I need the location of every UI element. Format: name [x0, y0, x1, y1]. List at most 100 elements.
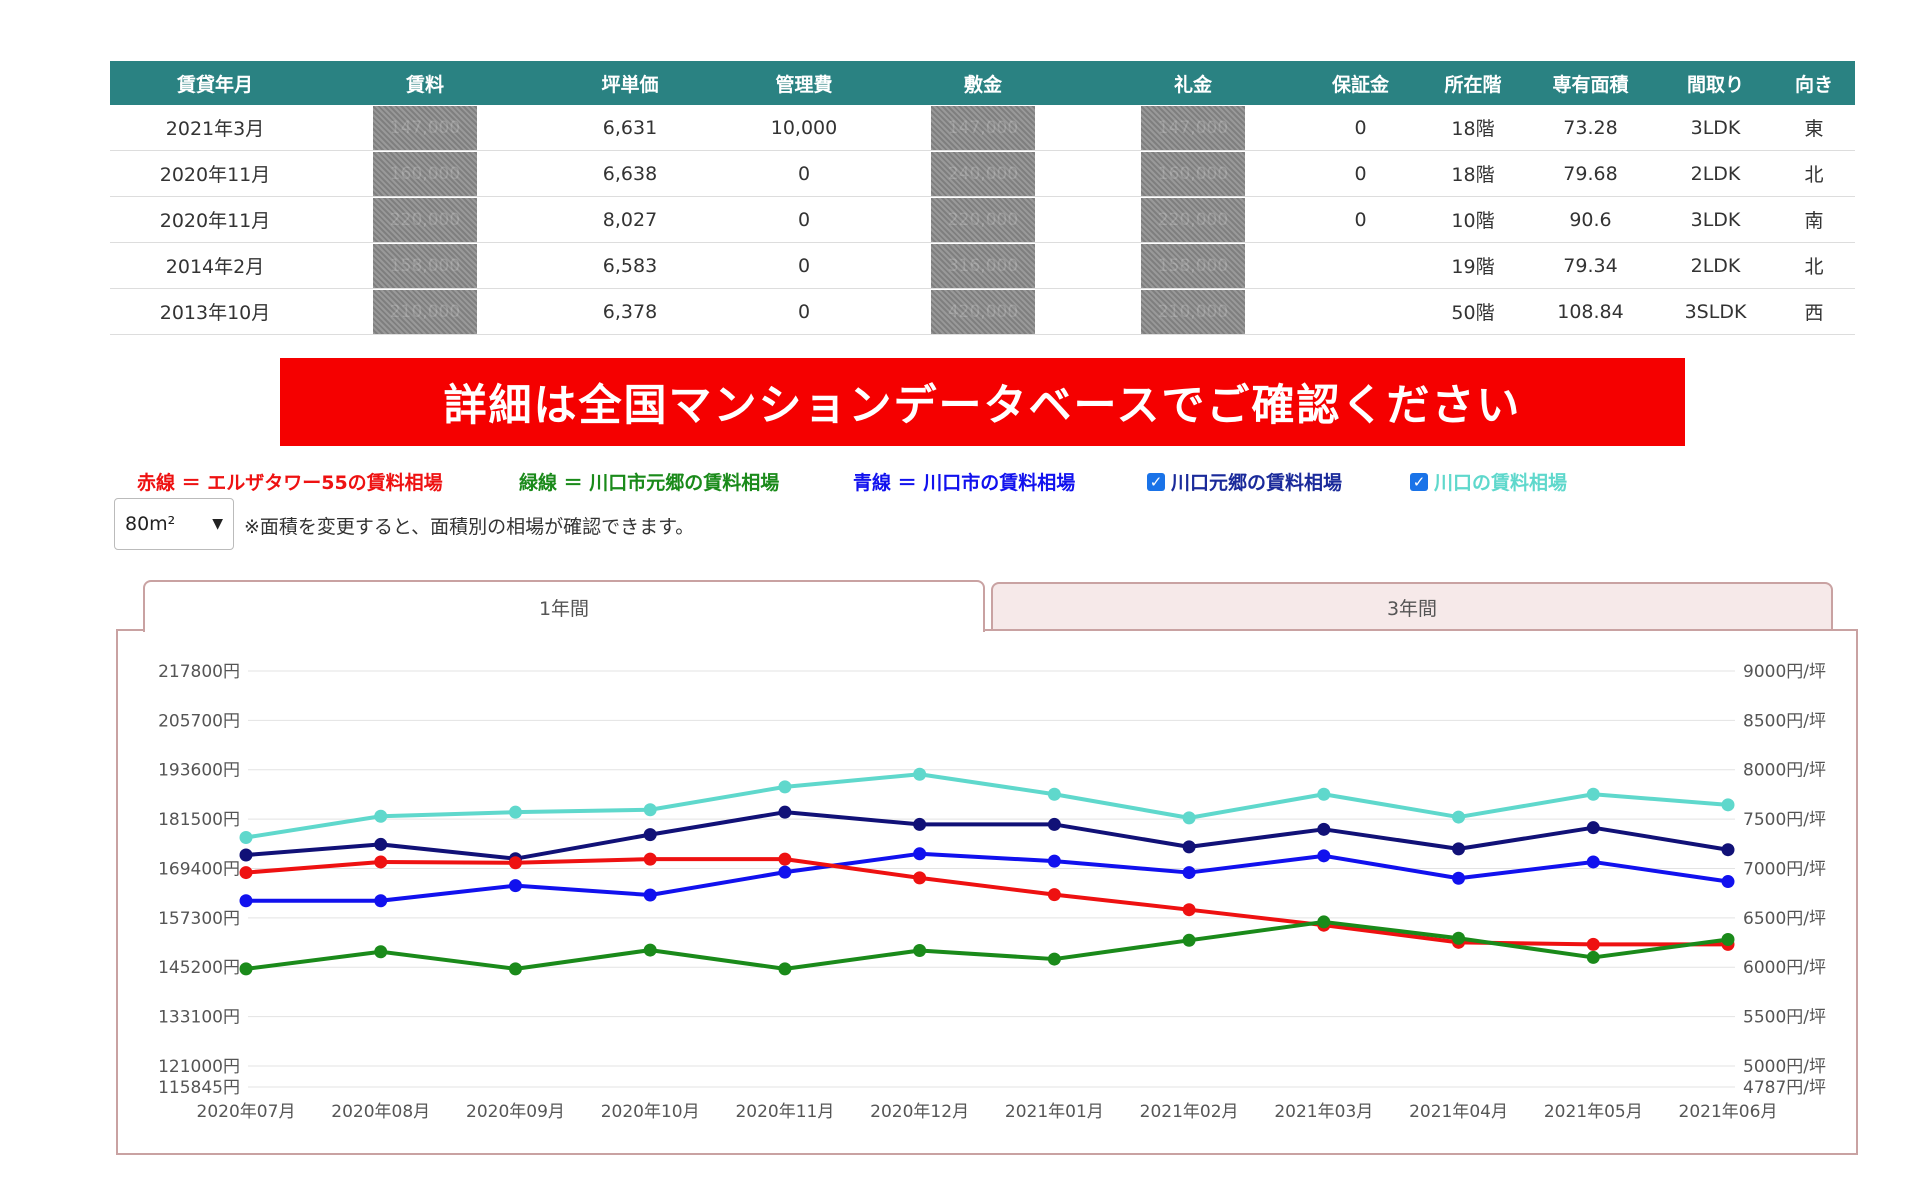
col-header: 管理費 — [730, 61, 878, 105]
data-point-turquoise — [508, 805, 522, 819]
right-tick-label: 7500円/坪 — [1743, 810, 1826, 830]
left-tick-label: 217800円 — [158, 662, 240, 682]
data-point-navy — [1182, 840, 1196, 854]
area-select[interactable]: 80m² ▼ — [114, 498, 234, 550]
direction: 西 — [1773, 288, 1855, 335]
x-tick-label: 2020年08月 — [331, 1102, 430, 1122]
data-point-green — [778, 962, 792, 976]
data-point-blue — [374, 894, 388, 908]
data-point-navy — [1721, 843, 1735, 857]
left-tick-label: 205700円 — [158, 711, 240, 731]
left-tick-label: 169400円 — [158, 859, 240, 879]
right-tick-label: 5000円/坪 — [1743, 1057, 1826, 1077]
x-tick-label: 2020年07月 — [197, 1102, 296, 1122]
x-tick-label: 2021年03月 — [1274, 1102, 1373, 1122]
data-point-blue — [643, 888, 657, 902]
data-point-blue — [1182, 866, 1196, 880]
col-header: 敷金 — [878, 61, 1088, 105]
management-fee: 0 — [730, 196, 878, 243]
table-row: 2020年11月 220,000 8,027 0 220,000 220,000… — [110, 196, 1855, 243]
col-header: 専有面積 — [1523, 61, 1658, 105]
tab-three-year[interactable]: 3年間 — [991, 582, 1833, 630]
left-tick-label: 133100円 — [158, 1008, 240, 1028]
area: 90.6 — [1523, 196, 1658, 243]
toggle-motogo-series[interactable]: ✓ 川口元郷の賃料相場 — [1147, 468, 1342, 495]
rent-date: 2013年10月 — [110, 288, 320, 335]
deposit-masked: 316,000 — [931, 243, 1035, 288]
management-fee: 0 — [730, 242, 878, 289]
database-banner[interactable]: 詳細は全国マンションデータベースでご確認ください — [280, 358, 1685, 446]
deposit-masked: 220,000 — [931, 197, 1035, 242]
toggle-label: 川口の賃料相場 — [1434, 472, 1568, 494]
floor: 18階 — [1423, 150, 1523, 197]
data-point-turquoise — [1586, 787, 1600, 801]
management-fee: 0 — [730, 150, 878, 197]
data-point-green — [643, 943, 657, 957]
tsubo-price: 6,638 — [530, 150, 730, 197]
rent-line-chart: 217800円 9000円/坪 205700円 8500円/坪 193600円 8000円… — [158, 662, 1826, 1122]
tsubo-price: 6,583 — [530, 242, 730, 289]
keymoney-masked: 158,000 — [1141, 243, 1245, 288]
checkbox-checked-icon[interactable]: ✓ — [1410, 472, 1428, 491]
data-point-navy — [643, 828, 657, 842]
col-header: 賃料 — [320, 61, 530, 105]
data-point-turquoise — [1452, 810, 1466, 824]
x-tick-label: 2021年06月 — [1679, 1102, 1778, 1122]
data-point-navy — [374, 837, 388, 851]
col-header: 向き — [1773, 61, 1855, 105]
legend-blue: 青線 ＝ 川口市の賃料相場 — [853, 472, 1076, 494]
left-tick-label: 181500円 — [158, 810, 240, 830]
left-tick-label: 115845円 — [158, 1078, 240, 1098]
area: 79.68 — [1523, 150, 1658, 197]
data-point-turquoise — [1721, 798, 1735, 812]
data-point-navy — [1452, 842, 1466, 856]
table-row: 2020年11月 160,000 6,638 0 240,000 160,000… — [110, 150, 1855, 197]
data-point-blue — [778, 865, 792, 879]
right-tick-label: 6500円/坪 — [1743, 909, 1826, 929]
data-point-navy — [1317, 822, 1331, 836]
tab-one-year[interactable]: 1年間 — [143, 580, 985, 632]
data-point-green — [913, 943, 927, 957]
series-line-green — [245, 919, 1729, 971]
right-tick-label: 8500円/坪 — [1743, 711, 1826, 731]
data-point-green — [1452, 931, 1466, 945]
data-point-green — [239, 962, 253, 976]
data-point-blue — [913, 847, 927, 861]
deposit-masked: 240,000 — [931, 151, 1035, 196]
table-row: 2021年3月 147,000 6,631 10,000 147,000 147… — [110, 105, 1855, 151]
tsubo-price: 6,378 — [530, 288, 730, 335]
x-tick-label: 2020年09月 — [466, 1102, 565, 1122]
layout: 3SLDK — [1658, 288, 1773, 335]
data-point-blue — [1317, 849, 1331, 863]
x-tick-label: 2021年01月 — [1005, 1102, 1104, 1122]
data-point-blue — [239, 894, 253, 908]
data-point-turquoise — [778, 780, 792, 794]
guarantee: 0 — [1298, 196, 1423, 243]
right-tick-label: 9000円/坪 — [1743, 662, 1826, 682]
data-point-blue — [1721, 875, 1735, 889]
data-point-red — [1182, 903, 1196, 917]
data-point-red — [374, 855, 388, 869]
data-point-navy — [1047, 817, 1061, 831]
rent-masked: 210,000 — [373, 289, 477, 334]
chevron-down-icon: ▼ — [212, 516, 223, 532]
right-tick-label: 4787円/坪 — [1743, 1078, 1826, 1098]
table-header-row: 賃貸年月 賃料 坪単価 管理費 敷金 礼金 保証金 所在階 専有面積 間取り 向… — [110, 61, 1855, 105]
data-point-blue — [1047, 854, 1061, 868]
series-line-blue — [246, 851, 1729, 903]
direction: 北 — [1773, 150, 1855, 197]
x-tick-label: 2021年05月 — [1544, 1102, 1643, 1122]
floor: 10階 — [1423, 196, 1523, 243]
keymoney-masked: 147,000 — [1141, 105, 1245, 150]
toggle-kawaguchi-series[interactable]: ✓ 川口の賃料相場 — [1410, 468, 1567, 495]
right-tick-label: 5500円/坪 — [1743, 1008, 1826, 1028]
data-point-blue — [1452, 871, 1466, 885]
floor: 50階 — [1423, 288, 1523, 335]
management-fee: 0 — [730, 288, 878, 335]
rent-masked: 147,000 — [373, 105, 477, 150]
data-point-blue — [1586, 855, 1600, 869]
rent-masked: 220,000 — [373, 197, 477, 242]
rent-date: 2020年11月 — [110, 150, 320, 197]
checkbox-checked-icon[interactable]: ✓ — [1147, 472, 1165, 491]
area: 73.28 — [1523, 105, 1658, 151]
